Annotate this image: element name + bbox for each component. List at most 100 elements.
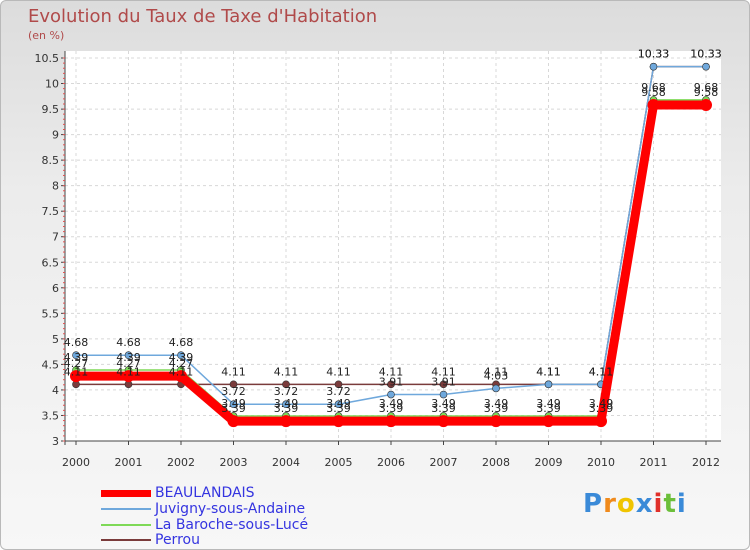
- data-point: [70, 370, 82, 383]
- data-label: 10.33: [638, 48, 670, 61]
- data-label: 4.68: [116, 336, 141, 349]
- y-tick-label: 10: [45, 78, 59, 91]
- data-point: [649, 62, 658, 71]
- data-point: [702, 62, 710, 71]
- data-label: 4.39: [64, 351, 89, 364]
- data-point: [544, 380, 553, 389]
- data-label: 3.49: [326, 397, 351, 410]
- data-label: 9.68: [641, 81, 666, 94]
- legend-item-perrou: Perrou: [101, 532, 200, 548]
- y-tick-label: 7.5: [42, 205, 60, 218]
- data-point: [124, 351, 133, 360]
- y-tick-label: 8: [52, 180, 59, 193]
- x-tick-label: 2006: [377, 456, 405, 469]
- data-label: 10.33: [690, 48, 722, 61]
- data-label: 10.33: [638, 48, 670, 61]
- y-tick-label: 5.5: [42, 307, 60, 320]
- data-label: 4.27: [116, 357, 141, 370]
- data-label: 4.11: [221, 365, 246, 378]
- data-label: 9.58: [641, 86, 666, 99]
- data-point: [122, 370, 135, 383]
- data-label: 3.91: [431, 376, 456, 389]
- legend-item-juvigny: Juvigny-sous-Andaine: [101, 501, 305, 517]
- data-point: [334, 400, 343, 409]
- x-tick-label: 2005: [325, 456, 353, 469]
- data-label: 4.11: [64, 365, 89, 378]
- data-point: [492, 384, 500, 393]
- data-label: 4.03: [484, 369, 509, 382]
- logo-letter: x: [635, 489, 654, 519]
- data-label: 3.49: [221, 397, 246, 410]
- legend-item-beaulandais: BEAULANDAIS: [101, 485, 255, 501]
- data-label: 3.49: [484, 397, 509, 410]
- data-point: [229, 380, 238, 389]
- data-label: 3.72: [274, 385, 299, 398]
- x-tick-label: 2008: [482, 456, 510, 469]
- data-label: 3.49: [379, 397, 404, 410]
- data-point: [647, 98, 660, 111]
- legend-label: BEAULANDAIS: [155, 485, 255, 501]
- data-label: 10.33: [690, 48, 722, 61]
- x-tick-label: 2004: [272, 456, 300, 469]
- data-point: [227, 415, 240, 428]
- data-point: [439, 390, 448, 399]
- y-unit-label: (en %): [28, 29, 65, 42]
- data-point: [490, 415, 502, 428]
- legend-swatch: [101, 489, 151, 497]
- data-point: [175, 370, 187, 383]
- data-label: 4.11: [326, 365, 351, 378]
- data-label: 3.91: [379, 376, 404, 389]
- data-point: [437, 415, 450, 428]
- data-label: 4.11: [589, 365, 614, 378]
- data-label: 4.27: [169, 357, 194, 370]
- data-point: [700, 98, 712, 111]
- data-label: 4.11: [484, 365, 509, 378]
- data-point: [595, 415, 607, 428]
- data-point: [229, 400, 238, 409]
- data-label: 4.11: [169, 365, 194, 378]
- data-label: 3.39: [589, 402, 614, 415]
- data-label: 3.49: [274, 397, 299, 410]
- data-point: [385, 415, 397, 428]
- y-tick-label: 9.5: [42, 103, 60, 116]
- x-tick-label: 2002: [167, 456, 195, 469]
- legend-swatch: [101, 539, 151, 541]
- data-point: [387, 380, 395, 389]
- y-tick-label: 6.5: [42, 256, 60, 269]
- logo-letter: i: [676, 489, 687, 519]
- data-point: [332, 415, 345, 428]
- data-label: 3.49: [536, 397, 561, 410]
- data-label: 3.39: [379, 402, 404, 415]
- data-point: [282, 400, 290, 409]
- logo-letter: o: [616, 489, 636, 519]
- x-tick-label: 2012: [692, 456, 720, 469]
- legend-item-la-baroche: La Baroche-sous-Lucé: [101, 517, 308, 533]
- legend-swatch: [101, 508, 151, 510]
- logo-letter: P: [583, 489, 604, 519]
- data-label: 3.72: [221, 385, 246, 398]
- data-point: [334, 380, 343, 389]
- data-label: 4.11: [536, 365, 561, 378]
- data-label: 4.27: [64, 357, 89, 370]
- data-label: 4.11: [589, 365, 614, 378]
- data-label: 4.11: [274, 365, 299, 378]
- x-tick-label: 2010: [587, 456, 615, 469]
- y-tick-label: 8.5: [42, 154, 60, 167]
- y-tick-label: 3.5: [42, 409, 60, 422]
- data-label: 9.68: [694, 81, 719, 94]
- data-label: 9.58: [694, 86, 719, 99]
- data-label: 3.49: [431, 397, 456, 410]
- data-point: [177, 351, 185, 360]
- data-label: 3.39: [484, 402, 509, 415]
- data-label: 4.68: [64, 336, 89, 349]
- data-label: 4.39: [116, 351, 141, 364]
- data-label: 3.49: [589, 397, 614, 410]
- legend-label: La Baroche-sous-Lucé: [155, 517, 309, 533]
- data-point: [72, 351, 80, 360]
- data-label: 3.39: [431, 402, 456, 415]
- data-label: 4.68: [169, 336, 194, 349]
- data-label: 3.72: [326, 385, 351, 398]
- y-tick-label: 6: [52, 282, 59, 295]
